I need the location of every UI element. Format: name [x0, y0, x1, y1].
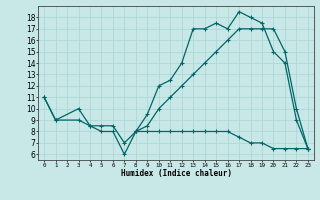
X-axis label: Humidex (Indice chaleur): Humidex (Indice chaleur) [121, 169, 231, 178]
